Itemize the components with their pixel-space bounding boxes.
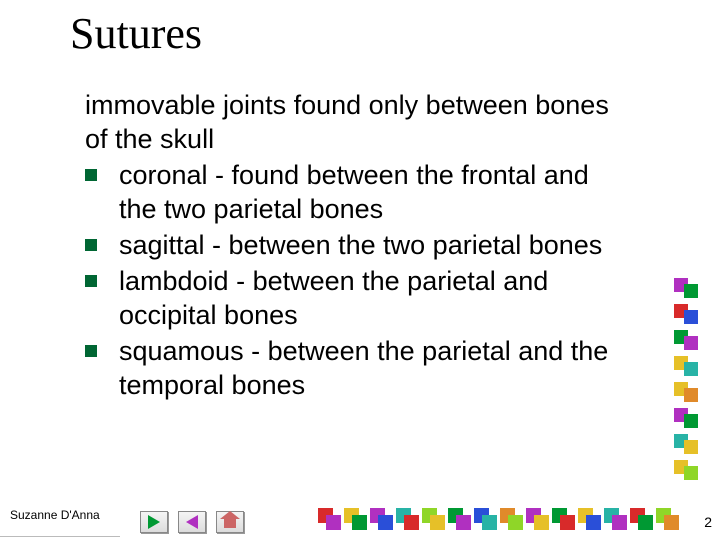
nav-forward-button[interactable]	[140, 511, 168, 534]
intro-text: immovable joints found only between bone…	[85, 88, 610, 156]
bullet-marker-icon	[85, 275, 97, 287]
list-item-text: lambdoid - between the parietal and occi…	[119, 266, 548, 330]
nav-back-button[interactable]	[178, 511, 206, 534]
list-item: sagittal - between the two parietal bone…	[85, 228, 610, 262]
footer-author: Suzanne D'Anna	[10, 508, 100, 522]
list-item-text: coronal - found between the frontal and …	[119, 160, 589, 224]
bullet-marker-icon	[85, 169, 97, 181]
home-icon	[221, 515, 239, 529]
arrow-left-icon	[186, 515, 198, 529]
bullet-marker-icon	[85, 239, 97, 251]
decorative-bottom-squares	[318, 508, 682, 534]
slide-title: Sutures	[70, 8, 202, 59]
nav-home-button[interactable]	[216, 511, 244, 534]
list-item: coronal - found between the frontal and …	[85, 158, 610, 226]
footer-divider	[0, 536, 120, 537]
decorative-side-squares	[674, 278, 702, 486]
bullet-list: coronal - found between the frontal and …	[85, 158, 610, 404]
list-item: squamous - between the parietal and the …	[85, 334, 610, 402]
bullet-marker-icon	[85, 345, 97, 357]
slide: Sutures immovable joints found only betw…	[0, 0, 720, 540]
page-number: 2	[704, 514, 712, 530]
list-item-text: squamous - between the parietal and the …	[119, 336, 608, 400]
arrow-right-icon	[148, 515, 160, 529]
list-item: lambdoid - between the parietal and occi…	[85, 264, 610, 332]
list-item-text: sagittal - between the two parietal bone…	[119, 230, 602, 260]
